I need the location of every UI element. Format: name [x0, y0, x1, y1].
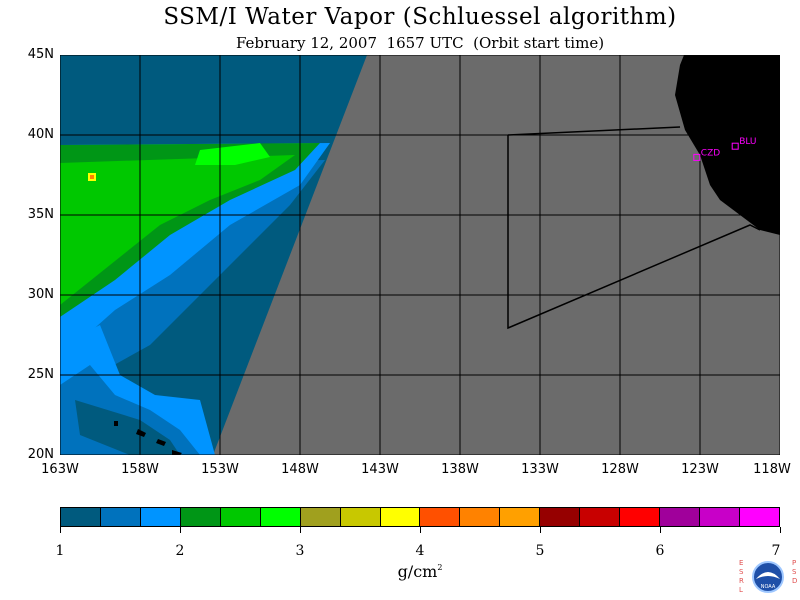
land-north-america — [675, 55, 780, 235]
colorbar-swatch — [500, 508, 541, 526]
lon-label: 148W — [281, 462, 319, 477]
svg-text:NOAA: NOAA — [761, 584, 776, 590]
colorbar-swatch — [140, 508, 181, 526]
colorbar-swatch — [660, 508, 700, 526]
colorbar-swatch — [100, 508, 141, 526]
colorbar — [60, 507, 780, 527]
lat-label: 25N — [27, 367, 54, 382]
colorbar-swatch — [700, 508, 740, 526]
lon-label: 138W — [441, 462, 479, 477]
hawaii-islands-2 — [136, 429, 146, 437]
colorbar-tick — [660, 527, 661, 533]
swath-brightgreen-patch — [195, 143, 270, 165]
colorbar-swatch — [620, 508, 661, 526]
colorbar-swatch — [739, 508, 779, 526]
colorbar-units: g/cm2 — [370, 562, 470, 581]
colorbar-swatch — [260, 508, 301, 526]
station-marker — [693, 153, 701, 161]
lon-label: 163W — [41, 462, 79, 477]
lon-label: 143W — [361, 462, 399, 477]
colorbar-swatch — [61, 508, 101, 526]
colorbar-swatch — [420, 508, 461, 526]
lat-label: 20N — [27, 447, 54, 462]
station-marker — [731, 142, 739, 150]
colorbar-swatch — [340, 508, 381, 526]
lon-label: 128W — [601, 462, 639, 477]
lat-label: 35N — [27, 207, 54, 222]
lat-label: 30N — [27, 287, 54, 302]
colorbar-tick — [420, 527, 421, 533]
swath-data — [60, 55, 367, 455]
colorbar-swatch — [540, 508, 581, 526]
noaa-bird — [756, 572, 780, 579]
colorbar-swatch — [180, 508, 221, 526]
lon-label: 123W — [681, 462, 719, 477]
colorbar-tick-label: 2 — [175, 543, 185, 559]
colorbar-tick-label: 7 — [771, 543, 781, 559]
lat-label: 40N — [27, 127, 54, 142]
chart-title: SSM/I Water Vapor (Schluessel algorithm) — [163, 4, 677, 30]
lon-label: 133W — [521, 462, 559, 477]
hawaii-islands-3 — [156, 439, 166, 446]
colorbar-tick-label: 3 — [295, 543, 305, 559]
colorbar-tick-label: 6 — [655, 543, 665, 559]
hawaii-islands-4 — [172, 450, 182, 455]
station-label: CZD — [701, 148, 720, 158]
lon-label: 153W — [201, 462, 239, 477]
colorbar-tick — [780, 527, 781, 533]
moisture-max-orange — [90, 175, 94, 179]
lon-label: 158W — [121, 462, 159, 477]
colorbar-swatch — [220, 508, 261, 526]
station-czd: CZD — [693, 148, 720, 161]
colorbar-tick — [300, 527, 301, 533]
units-base: g/cm — [397, 562, 438, 581]
station-markers: CZD BLU — [693, 137, 757, 161]
colorbar-tick-label: 5 — [535, 543, 545, 559]
noaa-badge — [752, 561, 784, 593]
colorbar-tick — [180, 527, 181, 533]
colorbar-tick-label: 1 — [55, 543, 65, 559]
hawaii-islands — [114, 421, 118, 426]
water-vapor-map: CZD BLU — [60, 55, 780, 455]
colorbar-swatch — [460, 508, 501, 526]
colorbar-swatch — [300, 508, 341, 526]
swath-southern-teal-streak — [75, 400, 180, 455]
swath-green-band — [60, 155, 295, 305]
grid-lines — [60, 55, 780, 455]
station-blu: BLU — [731, 137, 757, 150]
chart-subtitle: February 12, 2007 1657 UTC (Orbit start … — [235, 34, 605, 52]
colorbar-tick — [60, 527, 61, 533]
svg-text:PSD: PSD — [792, 559, 797, 585]
colorbar-tick-label: 4 — [415, 543, 425, 559]
analysis-domain-outline — [507, 126, 761, 330]
units-exponent: 2 — [437, 563, 443, 572]
colorbar-swatch — [580, 508, 621, 526]
lat-label: 45N — [27, 47, 54, 62]
colorbar-tick — [540, 527, 541, 533]
colorbar-swatch — [380, 508, 421, 526]
station-label: BLU — [739, 137, 756, 147]
lon-label: 118W — [753, 462, 791, 477]
